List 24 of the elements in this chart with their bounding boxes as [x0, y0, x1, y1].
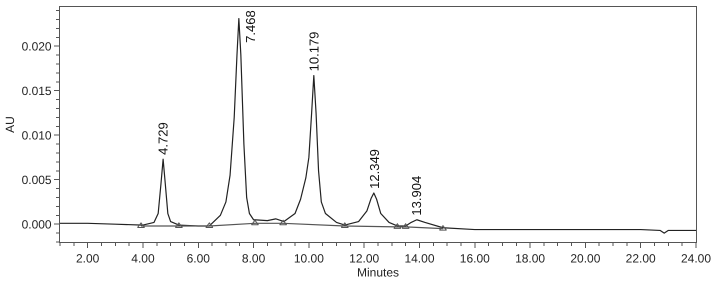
- annotation: 4.729: [155, 122, 170, 155]
- y-tick-label: 0.005: [22, 172, 52, 187]
- annotation: 12.349: [366, 149, 382, 189]
- x-tick-label: 4.00: [131, 251, 155, 266]
- x-axis-title: Minutes: [356, 265, 400, 280]
- y-tick-label: 0.020: [22, 39, 52, 54]
- y-tick-label: 0.000: [22, 217, 52, 232]
- x-tick-label: 10.00: [294, 251, 324, 266]
- x-tick-label: 24.00: [680, 251, 712, 266]
- annotation: 10.179: [306, 32, 322, 72]
- x-tick-label: 8.00: [242, 251, 266, 266]
- annotation: 13.904: [409, 176, 424, 216]
- x-tick-label: 18.00: [515, 251, 546, 266]
- x-tick-label: 2.00: [76, 251, 100, 266]
- x-tick-label: 6.00: [186, 251, 210, 266]
- y-axis-title: AU: [2, 116, 17, 133]
- y-tick-label: 0.010: [22, 128, 52, 142]
- x-tick-label: 14.00: [404, 251, 435, 266]
- x-tick-label: 16.00: [460, 251, 490, 266]
- x-tick-label: 22.00: [626, 251, 656, 266]
- annotation: 7.468: [242, 10, 258, 43]
- x-tick-label: 20.00: [570, 251, 601, 266]
- y-tick-label: 0.015: [22, 84, 52, 98]
- x-tick-label: 12.00: [349, 251, 380, 266]
